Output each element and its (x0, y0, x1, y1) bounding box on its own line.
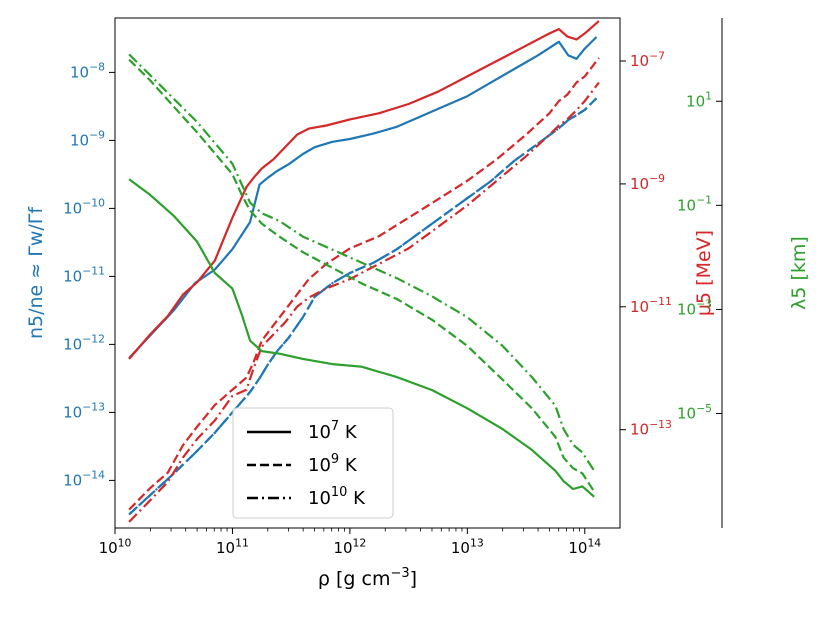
left-tick-label-1: 10−13 (63, 401, 105, 422)
lambda-tick-label-3: 101 (686, 90, 712, 111)
left-tick-label-4: 10−10 (63, 197, 105, 218)
legend-box (232, 407, 394, 519)
series-line-3 (128, 20, 600, 360)
legend-label-1: 109 K (308, 452, 358, 476)
lambda-tick-label-2: 10−1 (677, 194, 712, 215)
plot-frame (114, 17, 621, 529)
lambda-tick-label-0: 10−5 (677, 402, 712, 423)
left-axis-label: n5/ne ≈ Γw/Γf (25, 206, 47, 339)
legend: 107 K 109 K 1010 K (232, 407, 394, 519)
lambda-axis-label: λ5 [km] (788, 236, 810, 310)
axes-layer: 1010 1011 1012 1013 1014 ρ [g cm−3] 10−14 10−13… (25, 17, 810, 590)
x-tick-label-0: 1010 (99, 536, 132, 557)
x-axis-label: ρ [g cm−3] (318, 566, 417, 590)
mu-tick-label-2: 10−9 (630, 172, 665, 193)
left-tick-label-6: 10−8 (70, 61, 105, 82)
left-tick-label-2: 10−12 (63, 333, 105, 354)
mu-tick-label-3: 10−7 (630, 49, 665, 70)
series-line-6 (128, 178, 595, 498)
mu-axis-label: μ5 [MeV] (693, 230, 715, 316)
series-line-5 (128, 81, 600, 523)
left-tick-label-5: 10−9 (70, 129, 105, 150)
x-tick-label-4: 1014 (568, 536, 601, 557)
legend-label-0: 107 K (308, 419, 358, 443)
x-tick-label-3: 1013 (451, 536, 484, 557)
lambda-tick-label-1: 10−3 (677, 298, 712, 319)
mu-tick-label-0: 10−13 (630, 418, 672, 439)
x-tick-label-1: 1011 (216, 536, 249, 557)
left-tick-label-3: 10−11 (63, 265, 105, 286)
series-line-8 (128, 53, 596, 472)
series-line-7 (128, 58, 596, 493)
series-line-4 (128, 57, 600, 511)
legend-label-2: 1010 K (308, 485, 366, 509)
left-tick-label-0: 10−14 (63, 469, 105, 490)
mu-tick-label-1: 10−11 (630, 295, 672, 316)
x-tick-label-2: 1012 (333, 536, 366, 557)
series-layer (128, 20, 600, 523)
series-line-0 (128, 36, 598, 359)
